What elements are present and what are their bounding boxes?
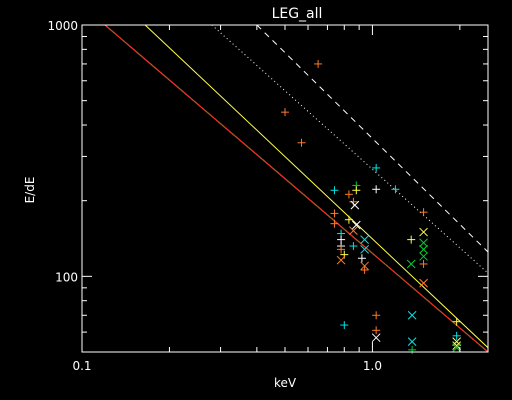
plus-marker [330,186,339,195]
plus-marker [372,185,381,194]
plus-marker [314,59,323,68]
plus-marker [352,186,361,195]
cross-marker [419,238,428,248]
plus-marker [419,208,428,217]
plus-marker [407,235,416,244]
plus-marker [452,331,461,340]
plus-marker [372,311,381,320]
plus-marker [408,345,417,354]
plus-marker [344,190,353,199]
plus-marker [372,163,381,172]
plus-marker [344,215,353,224]
fit-lines [104,25,488,352]
cross-marker [336,255,346,265]
cross-marker [407,337,417,346]
plot-frame [81,24,489,353]
plus-marker [391,185,400,194]
cross-marker [360,235,369,244]
plus-marker [452,317,461,326]
plus-marker [297,138,306,147]
fit-line [144,25,488,349]
plus-marker [357,254,366,263]
plus-marker [349,242,358,251]
cross-marker [452,343,462,353]
plus-marker [281,108,289,117]
cross-marker [349,226,358,235]
cross-marker [360,261,369,271]
plus-marker [330,219,339,228]
y-tick-label: 100 [55,270,78,284]
x-tick-label: 0.1 [72,359,91,373]
cross-marker [371,333,381,343]
cross-marker [452,341,462,350]
cross-marker [419,252,428,261]
plus-marker [360,265,369,274]
data-points [281,59,462,354]
x-axis-label: keV [274,376,297,390]
plus-marker [337,245,346,254]
plus-marker [419,259,428,268]
plus-marker [372,326,381,335]
chart-title: LEG_all [272,6,323,22]
cross-marker [350,200,360,210]
cross-marker [360,245,369,254]
y-tick-label: 1000 [47,19,78,33]
y-axis-label: E/dE [23,177,37,204]
plus-marker [330,209,339,218]
cross-marker [419,227,428,237]
plus-marker [340,321,349,330]
plus-marker [349,197,358,206]
cross-marker [351,220,361,230]
cross-marker [407,310,417,320]
axis-ticks: 0.1 1.0 100 1000 [47,19,488,373]
cross-marker [419,245,428,254]
fit-line [256,25,488,253]
fit-line [104,25,488,352]
cross-marker [406,259,416,269]
fit-line [211,25,488,274]
x-tick-label: 1.0 [363,359,382,373]
cross-marker [419,278,428,288]
cross-marker [452,337,462,346]
